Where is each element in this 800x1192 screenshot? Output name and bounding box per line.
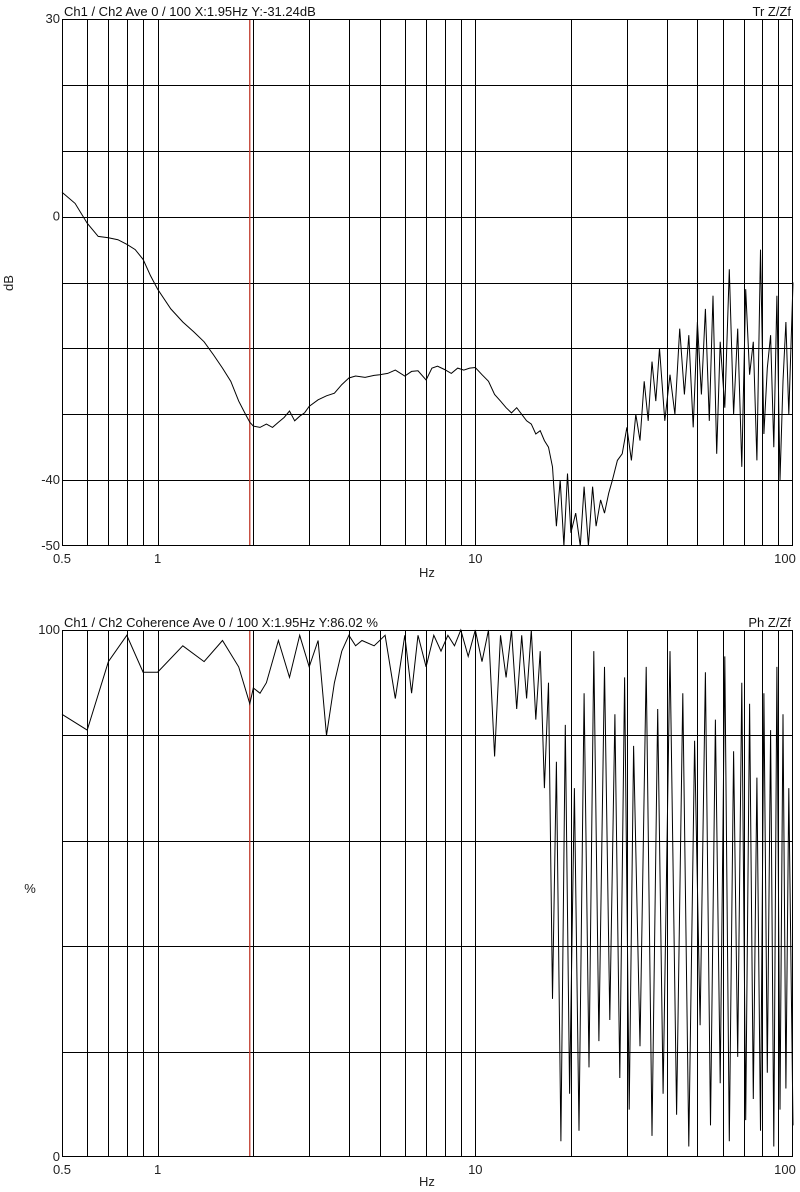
transfer-tick-labels: 0.5 1 10 100 30 0 -40 -50 [41, 11, 796, 566]
transfer-y-axis-label: dB [1, 275, 16, 291]
x-tick-label: 0.5 [53, 551, 71, 566]
transfer-mode-label: Tr Z/Zf [752, 4, 791, 19]
coherence-y-axis-label: % [24, 881, 36, 896]
x-tick-label: 10 [468, 551, 482, 566]
coherence-trace [61, 628, 794, 1147]
coherence-header: Ch1 / Ch2 Coherence Ave 0 / 100 X:1.95Hz… [64, 615, 378, 630]
x-tick-label: 1 [154, 551, 161, 566]
y-tick-label: -40 [41, 472, 60, 487]
transfer-trace [61, 191, 794, 547]
transfer-grid [62, 19, 793, 546]
coherence-frame [62, 630, 793, 1157]
coherence-grid [62, 630, 793, 1157]
coherence-tick-labels: 0.5 1 10 100 100 0 [38, 622, 796, 1177]
mode-label-bg [727, 3, 792, 19]
transfer-header-bg [63, 3, 375, 19]
coherence-x-axis-label: Hz [419, 1174, 435, 1189]
transfer-frame [62, 19, 793, 546]
transfer-panel: Ch1 / Ch2 Ave 0 / 100 X:1.95Hz Y:-31.24d… [1, 3, 796, 580]
coherence-header-bg [63, 614, 447, 630]
y-tick-label: -50 [41, 538, 60, 553]
x-tick-label: 1 [154, 1162, 161, 1177]
y-tick-label: 30 [46, 11, 60, 26]
x-tick-label: 100 [774, 551, 796, 566]
mode-label-bg [727, 614, 792, 630]
x-tick-label: 10 [468, 1162, 482, 1177]
y-tick-label: 100 [38, 622, 60, 637]
y-tick-label: 0 [53, 209, 60, 224]
coherence-mode-label: Ph Z/Zf [748, 615, 791, 630]
transfer-x-axis-label: Hz [419, 565, 435, 580]
y-tick-label: 0 [53, 1149, 60, 1164]
x-tick-label: 0.5 [53, 1162, 71, 1177]
transfer-header: Ch1 / Ch2 Ave 0 / 100 X:1.95Hz Y:-31.24d… [64, 4, 316, 19]
coherence-panel: Ch1 / Ch2 Coherence Ave 0 / 100 X:1.95Hz… [24, 614, 796, 1189]
x-tick-label: 100 [774, 1162, 796, 1177]
